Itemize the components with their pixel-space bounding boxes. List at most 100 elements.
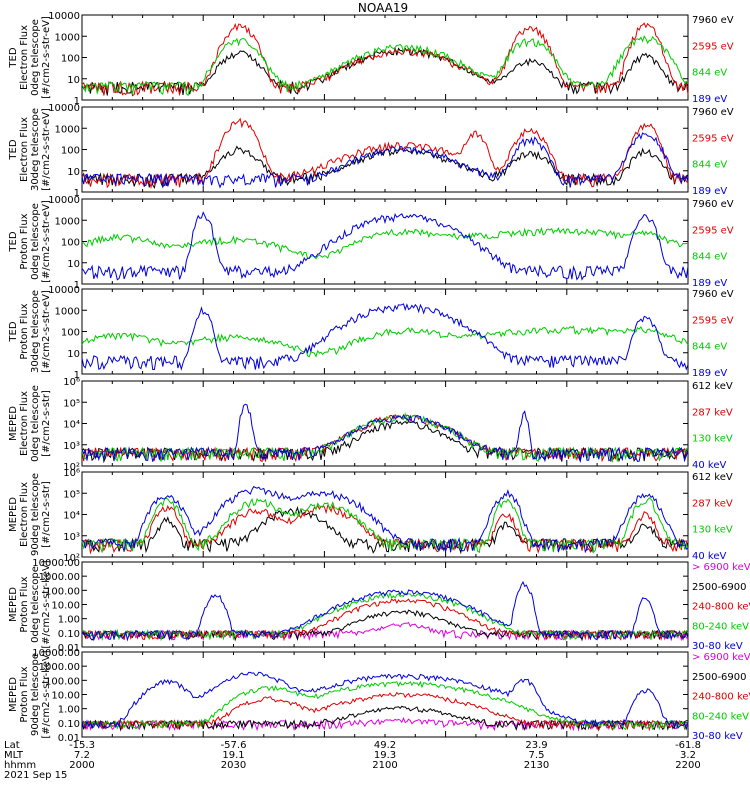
legend-entry: 30-80 keV <box>692 731 743 742</box>
footer-row-label: 2021 Sep 15 <box>4 770 67 781</box>
ylabel-line: [#/cm2-s-str] <box>41 390 52 457</box>
ytick-label: 100.00 <box>45 676 80 687</box>
ytick-label: 10⁶ <box>63 468 80 479</box>
ytick-label: 10³ <box>63 532 80 543</box>
ytick-label: 10000.00 <box>32 558 80 569</box>
ylabel-line: Proton Flux <box>19 576 30 632</box>
series-line <box>81 580 689 642</box>
legend-entry: 40 keV <box>692 460 726 471</box>
legend-entry: 287 keV <box>692 498 733 509</box>
ytick-label: 1 <box>74 188 80 199</box>
ylabel-line: TED <box>8 231 19 252</box>
ytick-label: 1000.00 <box>39 572 80 583</box>
footer-row-label: Lat <box>4 740 20 751</box>
ylabel-line: [#/cm2-s-str-keV] <box>41 650 52 738</box>
ytick-label: 1000 <box>55 216 80 227</box>
legend-entry: 7960 eV <box>692 107 734 118</box>
legend-entry: 80-240 keV <box>692 711 749 722</box>
series-line <box>81 705 688 732</box>
ytick-label: 10 <box>67 167 80 178</box>
panel-5: 10² 10³ 10⁴ 10⁵ 10⁶ MEPEDElectron Flux0deg te… <box>8 377 733 473</box>
panel-ylabel: TEDProton Flux30deg telescope[#/cm2-s-st… <box>8 290 52 373</box>
footer-tick-value: -15.3 <box>69 740 95 751</box>
ylabel-line: Proton Flux <box>19 303 30 359</box>
panel-7: 0.010.101.0010.00100.001000.0010000.00ME… <box>8 558 750 654</box>
footer-tick-value: 2000 <box>69 760 94 771</box>
ylabel-line: Electron Flux <box>19 391 30 456</box>
legend-entry: 844 eV <box>692 342 727 353</box>
series-line <box>81 680 689 731</box>
ylabel-line: 0deg telescope <box>30 203 41 280</box>
footer-tick-value: 7.2 <box>74 750 90 761</box>
ytick-label: 1 <box>74 96 80 107</box>
legend-entry: 2595 eV <box>692 41 734 52</box>
legend-entry: 2500-6900 <box>692 582 747 593</box>
legend-entry: 2595 eV <box>692 133 734 144</box>
ylabel-line: MEPED <box>8 406 19 441</box>
series-line <box>81 591 689 642</box>
series-line <box>81 117 689 190</box>
ytick-label: 0.01 <box>58 733 80 744</box>
footer-tick-value: 2200 <box>675 760 700 771</box>
ytick-label: 10 <box>67 75 80 86</box>
footer-tick-value: -57.6 <box>221 740 247 751</box>
ylabel-line: 30deg telescope <box>30 108 41 191</box>
series-line <box>81 35 689 97</box>
footer-tick-value: 19.1 <box>222 750 244 761</box>
ytick-label: 10.00 <box>51 601 80 612</box>
legend-entry: 240-800 keV <box>692 692 750 703</box>
ytick-label: 10² <box>63 553 80 564</box>
series-line <box>81 497 689 554</box>
legend-entry: 130 keV <box>692 434 733 445</box>
ytick-label: 10⁶ <box>63 377 80 388</box>
series-line <box>81 609 689 642</box>
panel-6: 10² 10³ 10⁴ 10⁵ 10⁶ MEPEDElectron Flux90deg t… <box>8 468 733 564</box>
panel-ylabel: MEPEDElectron Flux0deg telescope[#/cm2-s… <box>8 385 52 462</box>
legend-entry: 240-800 keV <box>692 602 750 613</box>
ytick-label: 10 <box>67 259 80 270</box>
panel-frame <box>81 198 689 285</box>
footer-tick-value: 19.3 <box>374 750 396 761</box>
ytick-label: 1000.00 <box>39 662 80 673</box>
ylabel-line: [#/cm2-s-str-eV] <box>41 108 52 191</box>
footer-tick-value: 3.2 <box>680 750 696 761</box>
ytick-label: 0.10 <box>58 629 80 640</box>
panels-layer: 1 10 100 1000 10000 TED Electron Flux 0deg tele… <box>8 11 750 744</box>
series-line <box>81 403 689 463</box>
ytick-label: 1 <box>74 280 80 291</box>
ytick-label: 10⁴ <box>63 420 80 431</box>
ylabel-line: [#/cm2-s-str-eV] <box>41 16 52 99</box>
ytick-label: 10 <box>67 349 80 360</box>
ytick-label: 100 <box>61 54 80 65</box>
ytick-label: 100 <box>61 238 80 249</box>
footer-tick-value: 2100 <box>372 760 397 771</box>
ytick-label: 1000 <box>55 306 80 317</box>
legend-entry: > 6900 keV <box>692 652 750 663</box>
ylabel-line: 0deg telescope <box>30 566 41 643</box>
legend-entry: 130 keV <box>692 525 733 536</box>
ylabel-line: [#/cm2-s-str] <box>41 481 52 548</box>
legend-entry: 287 keV <box>692 407 733 418</box>
legend-entry: 612 keV <box>692 472 733 483</box>
ytick-label: 10³ <box>63 441 80 452</box>
legend-entry: 844 eV <box>692 252 727 263</box>
legend-entry: > 6900 keV <box>692 562 750 573</box>
panel-ylabel: MEPEDProton Flux0deg telescope[#/cm2-s-s… <box>8 560 52 648</box>
ylabel-line: Proton Flux <box>19 213 30 269</box>
ylabel-line: MEPED <box>8 677 19 712</box>
legend-entry: 2500-6900 <box>692 672 747 683</box>
ylabel-line: TED <box>8 47 19 68</box>
ytick-label: 1000 <box>55 32 80 43</box>
series-line <box>81 506 689 555</box>
ytick-label: 1 <box>74 370 80 381</box>
legend-entry: 30-80 keV <box>692 641 743 652</box>
ytick-label: 10000 <box>48 103 80 114</box>
legend-entry: 7960 eV <box>692 289 734 300</box>
footer-tick-value: -61.8 <box>675 740 701 751</box>
ytick-label: 1000 <box>55 124 80 135</box>
legend-entry: 40 keV <box>692 551 726 562</box>
ytick-label: 10⁵ <box>63 398 80 409</box>
